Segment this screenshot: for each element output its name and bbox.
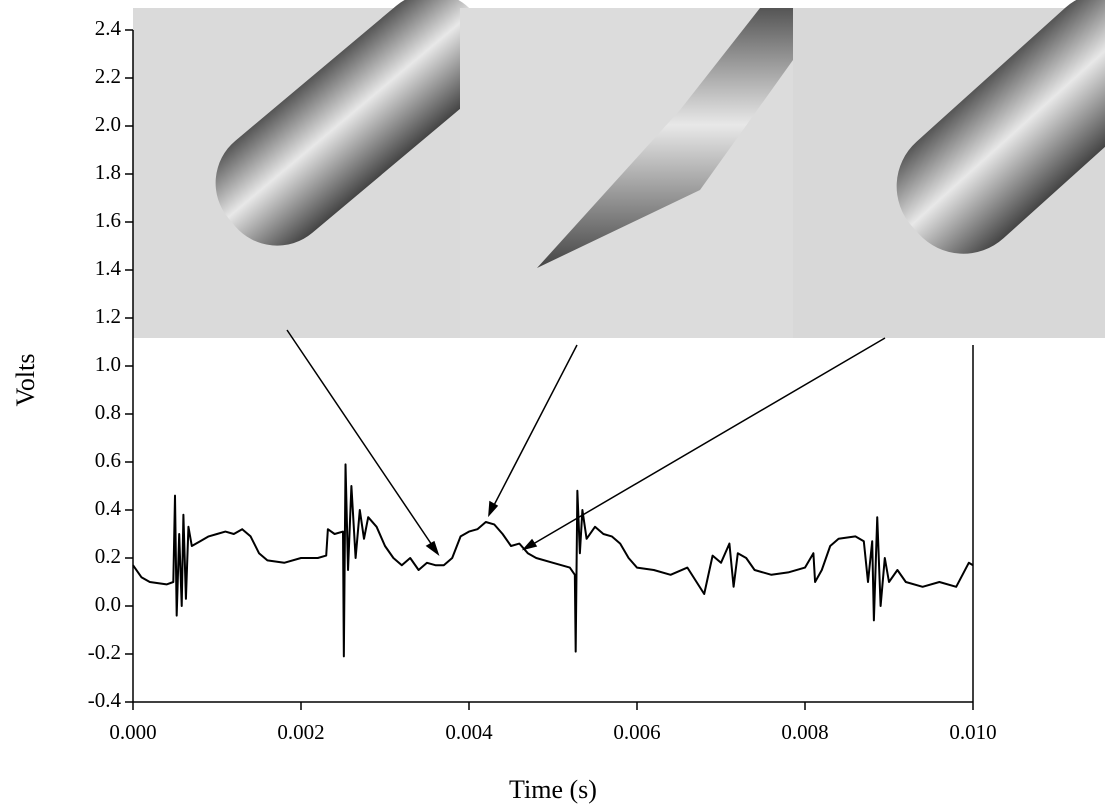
y-tick-label: 0.2: [95, 544, 121, 568]
y-tick-label: 2.2: [95, 64, 121, 88]
y-tick-label: 1.0: [95, 352, 121, 376]
x-tick-label: 0.008: [781, 720, 828, 744]
x-tick-label: 0.000: [109, 720, 156, 744]
y-tick-label: 1.4: [95, 256, 122, 280]
x-tick-label: 0.002: [277, 720, 324, 744]
y-tick-label: -0.4: [88, 688, 122, 712]
annotation-arrows: [286, 329, 886, 556]
y-tick-label: 0.8: [95, 400, 121, 424]
y-tick-label: 0.6: [95, 448, 121, 472]
x-tick-label: 0.010: [949, 720, 996, 744]
y-tick-label: 1.6: [95, 208, 121, 232]
x-tick-label: 0.004: [445, 720, 493, 744]
y-tick-label: 0.0: [95, 592, 121, 616]
probe-3: [896, 0, 1105, 254]
y-axis-label: Volts: [11, 354, 40, 407]
probe-2: [537, 8, 793, 268]
x-tick-label: 0.006: [613, 720, 660, 744]
y-tick-label: -0.2: [88, 640, 121, 664]
probe-1: [215, 0, 493, 246]
y-tick-label: 1.8: [95, 160, 121, 184]
signal-line: [132, 463, 974, 658]
y-tick-label: 1.2: [95, 304, 121, 328]
x-axis-label: Time (s): [509, 775, 597, 804]
photos: [133, 0, 1105, 338]
y-tick-label: 2.0: [95, 112, 121, 136]
y-tick-label: 0.4: [95, 496, 122, 520]
y-tick-label: 2.4: [95, 16, 122, 40]
